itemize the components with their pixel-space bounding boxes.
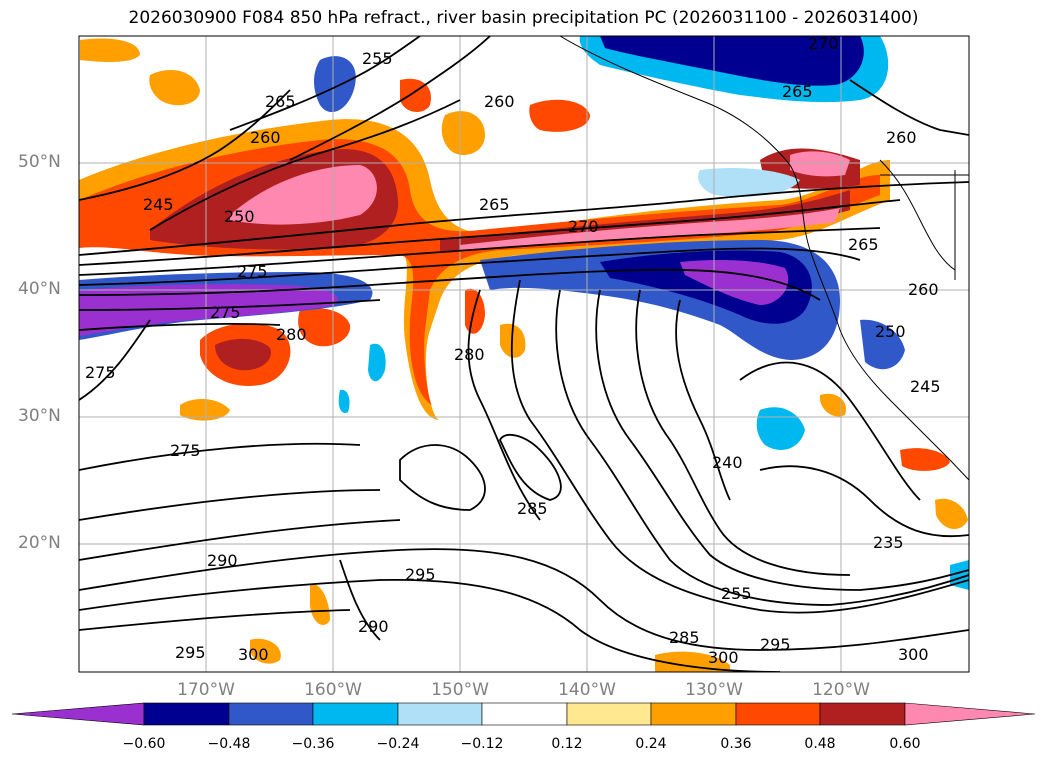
colorbar-tick-label: 0.60	[889, 736, 921, 752]
contour-label: 290	[207, 551, 238, 570]
colorbar-min-extend	[11, 702, 145, 726]
contour-label: 295	[405, 565, 436, 584]
negative-blob	[368, 343, 386, 382]
positive-blob	[935, 498, 968, 530]
lon-label-160w: 160°W	[304, 680, 362, 700]
positive-blob	[441, 111, 485, 155]
graticule	[79, 36, 969, 672]
contour-label: 270	[568, 217, 599, 236]
contour-label: 280	[454, 345, 485, 364]
colorbar-segment	[650, 702, 737, 726]
light-negative-region	[698, 168, 800, 197]
contour-label: 250	[875, 322, 906, 341]
contour-label: 285	[669, 628, 700, 647]
colorbar-tick-label: 0.12	[551, 736, 583, 752]
positive-blob	[215, 338, 271, 371]
contour-label: 275	[170, 441, 201, 460]
coastlines	[559, 36, 969, 481]
contour-label: 265	[782, 82, 813, 101]
positive-blob	[180, 398, 230, 421]
colorbar-segment	[228, 702, 314, 726]
contour-label: 245	[143, 195, 174, 214]
contour-label: 300	[898, 645, 929, 664]
map-title: 2026030900 F084 850 hPa refract., river …	[128, 8, 919, 28]
contour-label: 270	[808, 34, 839, 53]
strong-negative-band	[79, 284, 338, 336]
colorbar-tick-label: 0.36	[720, 736, 752, 752]
colorbar-tick-label: 0.24	[635, 736, 667, 752]
colorbar-segment	[481, 702, 568, 726]
contour-label: 240	[712, 453, 743, 472]
refractivity-contours	[79, 36, 969, 672]
contour-label: 295	[175, 643, 206, 662]
colorbar	[11, 702, 1036, 726]
contour-labels: 255 270 265 260 260 265 260 245 250 265 …	[85, 34, 941, 667]
contour-label: 265	[265, 92, 296, 111]
lat-label-30n: 30°N	[18, 406, 61, 426]
positive-blob	[820, 393, 846, 417]
lon-label-120w: 120°W	[812, 680, 870, 700]
lon-label-170w: 170°W	[177, 680, 235, 700]
lon-label-150w: 150°W	[431, 680, 489, 700]
contour-label: 260	[886, 128, 917, 147]
colorbar-segment	[143, 702, 230, 726]
contour-label: 245	[910, 377, 941, 396]
contour-label: 260	[908, 280, 939, 299]
contour-label: 300	[708, 648, 739, 667]
colorbar-tick-label: −0.12	[460, 736, 504, 752]
contour-label: 250	[224, 207, 255, 226]
positive-blob	[80, 38, 140, 63]
contour-label: 265	[479, 195, 510, 214]
contour-label: 235	[873, 533, 904, 552]
colorbar-segment	[397, 702, 483, 726]
colorbar-tick-label: −0.24	[376, 736, 420, 752]
positive-blob	[310, 584, 330, 625]
contour-label: 275	[237, 262, 268, 281]
precip-anomaly-fills	[79, 36, 969, 672]
contour-label: 260	[484, 92, 515, 111]
map-area	[79, 36, 969, 672]
positive-blob	[655, 651, 730, 672]
negative-blob	[950, 560, 969, 590]
positive-blob	[250, 638, 281, 664]
contour-label: 295	[760, 635, 791, 654]
contour-label: 290	[358, 617, 389, 636]
colorbar-tick-label: −0.60	[122, 736, 166, 752]
contour-label: 300	[238, 645, 269, 664]
colorbar-segment	[735, 702, 821, 726]
strong-negative-north	[600, 36, 864, 86]
pink-core	[230, 151, 850, 250]
map-frame	[78, 35, 970, 673]
negative-blob	[756, 407, 805, 450]
positive-blob	[298, 308, 351, 347]
colorbar-max-extend	[904, 702, 1036, 726]
positive-blob	[529, 99, 590, 132]
negative-blob	[860, 319, 905, 370]
colorbar-segment	[819, 702, 906, 726]
negative-blob	[314, 56, 356, 113]
positive-blob	[149, 70, 200, 106]
colorbar-tick-label: 0.48	[804, 736, 836, 752]
positive-blob	[465, 288, 485, 334]
contour-label: 260	[250, 128, 281, 147]
contour-label: 275	[85, 363, 116, 382]
colorbar-tick-label: −0.36	[291, 736, 335, 752]
contour-label: 255	[721, 584, 752, 603]
lat-label-40n: 40°N	[18, 279, 61, 299]
contour-label: 285	[517, 499, 548, 518]
positive-blob	[900, 448, 950, 471]
contour-label: 275	[210, 303, 241, 322]
negative-blob	[338, 389, 350, 414]
colorbar-segment	[566, 702, 652, 726]
contour-label: 265	[848, 235, 879, 254]
lat-label-20n: 20°N	[18, 533, 61, 553]
colorbar-segment	[312, 702, 399, 726]
lat-label-50n: 50°N	[18, 152, 61, 172]
colorbar-tick-label: −0.48	[207, 736, 251, 752]
lon-label-130w: 130°W	[685, 680, 743, 700]
contour-label: 255	[362, 49, 393, 68]
lon-label-140w: 140°W	[558, 680, 616, 700]
contour-label: 280	[276, 325, 307, 344]
